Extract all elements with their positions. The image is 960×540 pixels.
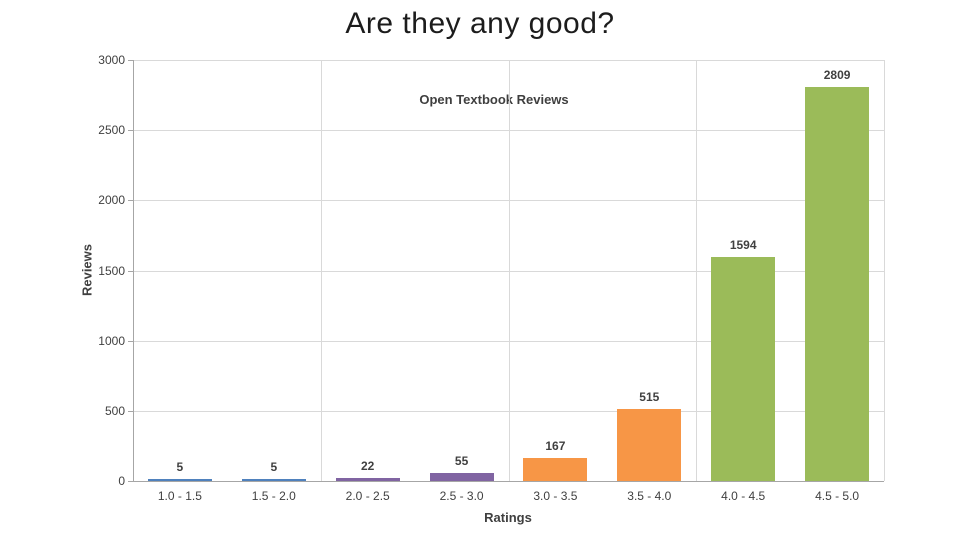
y-axis-tick [128, 410, 133, 412]
vertical-gridline [884, 60, 885, 481]
vertical-gridline [320, 60, 322, 481]
bar [147, 479, 212, 481]
vertical-gridline [508, 60, 510, 481]
x-axis-title: Ratings [484, 510, 532, 525]
slide-title: Are they any good? [345, 7, 615, 40]
y-tick-label: 2000 [98, 193, 125, 208]
bar-value-label: 5 [270, 460, 278, 474]
bar [335, 477, 400, 481]
y-axis-tick [128, 481, 133, 482]
bar [805, 86, 870, 481]
y-axis-tick [128, 60, 133, 61]
bar [617, 408, 682, 481]
y-tick-label: 1000 [98, 333, 125, 348]
vertical-gridline [696, 60, 698, 481]
bar [241, 479, 306, 481]
y-tick-label: 1500 [98, 263, 125, 278]
x-tick-label: 3.5 - 4.0 [627, 489, 672, 503]
x-axis-line [133, 481, 884, 482]
bar [523, 457, 588, 481]
x-tick-label: 2.5 - 3.0 [439, 489, 484, 503]
y-axis-tick [128, 340, 133, 342]
y-tick-label: 0 [118, 474, 125, 488]
x-tick-label: 1.0 - 1.5 [157, 489, 202, 503]
x-tick-label: 1.5 - 2.0 [251, 489, 296, 503]
y-axis-line [133, 60, 134, 481]
bar-value-label: 2809 [823, 67, 851, 82]
bar [429, 473, 494, 481]
bar [711, 257, 776, 481]
bar-value-label: 167 [545, 438, 566, 453]
bar-value-label: 22 [361, 458, 375, 473]
y-tick-label: 500 [104, 403, 125, 418]
y-axis-tick [128, 270, 133, 272]
bar-value-label: 1594 [729, 238, 757, 253]
bar-value-label: 55 [454, 454, 469, 469]
x-tick-label: 4.5 - 5.0 [815, 489, 860, 503]
y-tick-label: 2500 [98, 123, 125, 138]
x-tick-label: 4.0 - 4.5 [721, 489, 766, 503]
x-tick-label: 3.0 - 3.5 [533, 489, 578, 503]
y-axis-tick [128, 200, 133, 202]
y-axis-tick [128, 130, 133, 132]
bar-value-label: 5 [176, 460, 184, 474]
y-tick-label: 3000 [98, 53, 125, 67]
chart-subtitle: Open Textbook Reviews [419, 92, 569, 107]
x-tick-label: 2.0 - 2.5 [345, 489, 390, 503]
bar-value-label: 515 [639, 389, 660, 404]
